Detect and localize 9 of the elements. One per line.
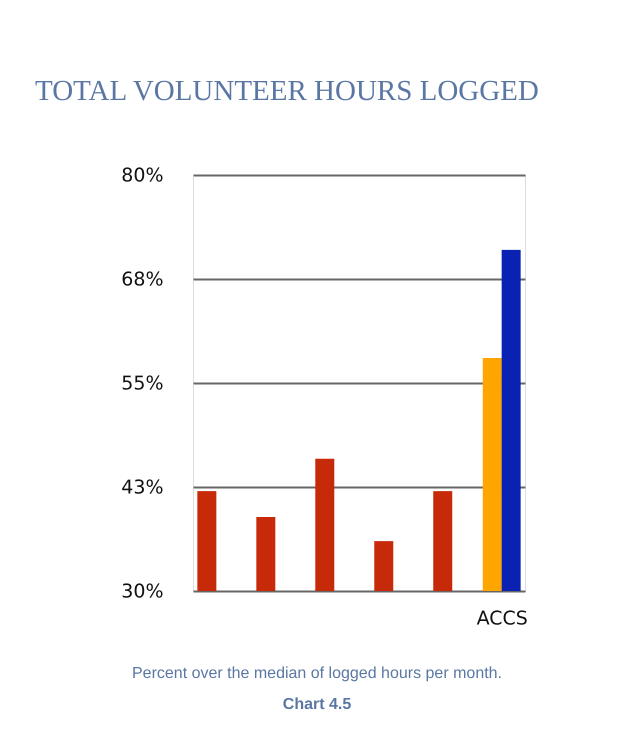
y-tick-label: 43% [121, 476, 164, 498]
y-tick-label: 55% [121, 372, 164, 394]
y-tick-label: 30% [121, 580, 164, 602]
x-tick-label: ACCS [476, 608, 528, 630]
chart-title: TOTAL VOLUNTEER HOURS LOGGED [35, 75, 539, 107]
y-tick-label: 80% [121, 164, 164, 186]
y-tick-label: 68% [121, 268, 164, 290]
text: Percent over the median of logged hours per month. [132, 665, 502, 682]
caption: Chart 4.5 [282, 696, 352, 713]
